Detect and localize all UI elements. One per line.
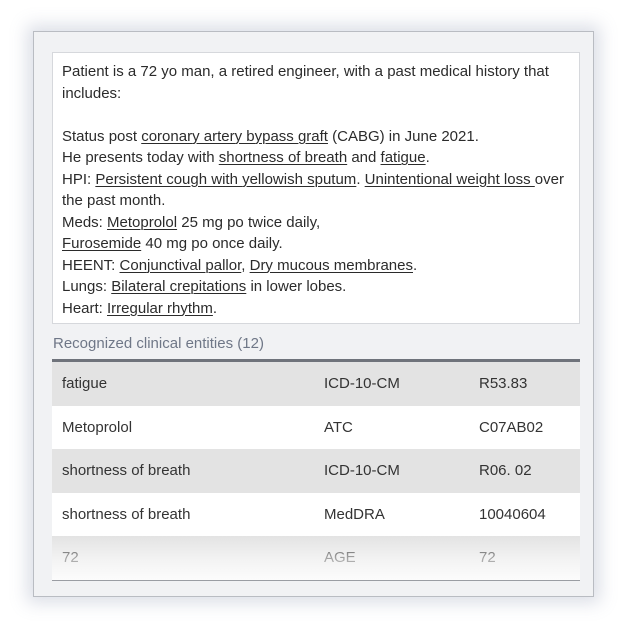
entity-coronary-artery-bypass-graft[interactable]: coronary artery bypass graft [141,127,328,145]
note-line: HEENT: Conjunctival pallor, Dry mucous m… [62,255,570,277]
entities-table[interactable]: fatigue ICD-10-CM R53.83 Metoprolol ATC … [52,359,580,581]
entity-text-cell: Metoprolol [62,418,133,436]
entity-shortness-of-breath[interactable]: shortness of breath [218,149,348,166]
entity-code-cell: C07AB02 [479,418,544,436]
note-line: Lungs: Bilateral crepitations in lower l… [62,276,570,298]
entity-fatigue[interactable]: fatigue [380,149,426,166]
table-row[interactable]: 72 AGE 72 [52,536,580,580]
entity-system-cell: MedDRA [324,505,385,523]
note-text: (CABG) in June 2021. [327,127,479,145]
entity-code-cell: R53.83 [479,375,528,392]
note-blank-line [62,104,570,126]
table-row[interactable]: shortness of breath ICD-10-CM R06. 02 [52,449,580,493]
note-text: Patient is a 72 yo man, a retired engine… [62,63,549,102]
entity-persistent-cough[interactable]: Persistent cough with yellowish sputum [95,170,357,188]
note-text: Heart: [62,299,108,317]
entity-system-cell: AGE [324,549,356,566]
table-row[interactable]: shortness of breath MedDRA 10040604 [52,492,580,536]
entity-unintentional-weight-loss[interactable]: Unintentional weight loss [364,170,535,188]
note-text: Meds: [62,213,108,231]
note-text: , [241,256,250,274]
entity-dry-mucous-membranes[interactable]: Dry mucous membranes [249,256,413,274]
entity-system-cell: ICD-10-CM [324,462,400,479]
note-text: HEENT: [62,256,120,274]
note-text: . [413,256,418,274]
table-row[interactable]: Metoprolol ATC C07AB02 [52,405,580,449]
entity-text-cell: fatigue [62,375,108,392]
note-text: . [425,149,430,166]
note-line: He presents today with shortness of brea… [62,147,570,169]
note-text: Lungs: [62,278,112,295]
note-text: He presents today with [62,149,219,166]
entity-code-cell: 10040604 [479,505,546,523]
note-line: HPI: Persistent cough with yellowish spu… [62,169,570,212]
entity-conjunctival-pallor[interactable]: Conjunctival pallor [119,256,242,274]
note-text: 25 mg po twice daily, [177,213,321,231]
entity-text-cell: 72 [62,549,79,566]
note-text: HPI: [62,170,96,188]
table-row[interactable]: fatigue ICD-10-CM R53.83 [52,362,580,406]
entity-furosemide[interactable]: Furosemide [62,235,142,252]
note-line: Heart: Irregular rhythm. [62,298,570,320]
note-text: Status post [62,127,142,145]
entity-code-cell: R06. 02 [479,462,532,479]
entity-text-cell: shortness of breath [62,462,191,479]
entity-irregular-rhythm[interactable]: Irregular rhythm [107,299,213,317]
entity-system-cell: ICD-10-CM [324,375,400,392]
entity-system-cell: ATC [324,418,353,436]
note-text: and [347,149,381,166]
entity-text-cell: shortness of breath [62,505,191,523]
entity-metoprolol[interactable]: Metoprolol [107,213,178,231]
clinical-entity-panel: Patient is a 72 yo man, a retired engine… [33,31,594,597]
note-text: over the past month. [62,170,564,210]
clinical-note: Patient is a 72 yo man, a retired engine… [52,52,580,324]
entities-heading: Recognized clinical entities (12) [53,335,264,352]
note-line: Status post coronary artery bypass graft… [62,126,570,148]
note-text: 40 mg po once daily. [141,235,283,252]
note-text: . [356,170,365,188]
note-line: Furosemide 40 mg po once daily. [62,233,570,255]
note-line: Meds: Metoprolol 25 mg po twice daily, [62,212,570,234]
note-line: Patient is a 72 yo man, a retired engine… [62,61,570,104]
entity-code-cell: 72 [479,549,496,566]
entity-bilateral-crepitations[interactable]: Bilateral crepitations [111,278,247,295]
note-text: . [212,299,218,317]
note-text: in lower lobes. [246,278,347,295]
